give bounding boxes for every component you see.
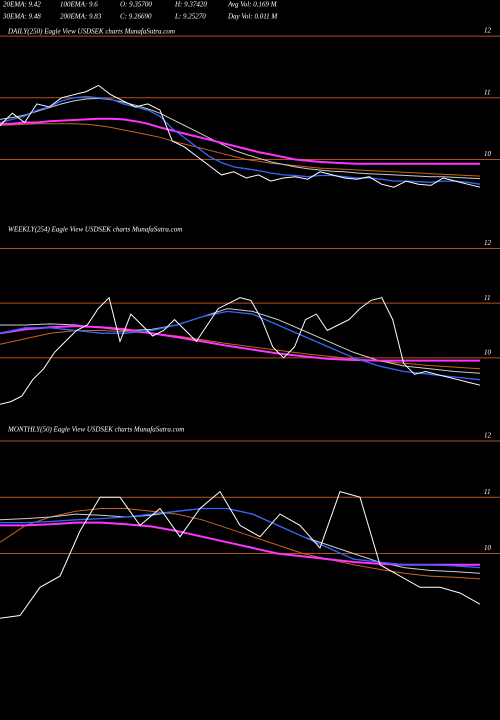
y-tick-label: 10 (484, 348, 492, 356)
header-stat: C: 9.26690 (120, 13, 152, 21)
series-line (0, 97, 481, 180)
series-line (0, 95, 481, 185)
series-line (0, 490, 481, 619)
series-line (0, 84, 481, 188)
y-tick-label: 10 (484, 150, 492, 158)
series-line (0, 507, 481, 569)
series-line (0, 521, 480, 566)
series-line (0, 310, 481, 381)
series-line (0, 325, 480, 362)
y-tick-label: 12 (484, 432, 492, 440)
series-line (0, 296, 481, 405)
y-tick-label: 10 (484, 544, 492, 552)
header-stat: 20EMA: 9.42 (3, 1, 41, 9)
y-tick-label: 12 (484, 239, 492, 247)
header-stat: 30EMA: 9.48 (2, 13, 41, 21)
y-tick-label: 12 (484, 27, 492, 35)
series-line (0, 117, 480, 165)
panel-title: WEEKLY(254) Eagle View USDSEK charts Mun… (8, 226, 182, 234)
y-tick-label: 11 (484, 88, 490, 96)
header-stat: Avg Vol: 0.169 M (227, 1, 278, 9)
panel-title: MONTHLY(50) Eagle View USDSEK charts Mun… (7, 426, 184, 434)
y-tick-label: 11 (484, 488, 490, 496)
series-line (0, 330, 481, 370)
series-line (0, 508, 481, 580)
header-stat: L: 9.25270 (174, 13, 206, 21)
header-stat: O: 9.35700 (120, 1, 152, 9)
panel-title: DAILY(250) Eagle View USDSEK charts Muna… (7, 28, 175, 36)
header-stat: 100EMA: 9.6 (60, 1, 98, 9)
header-stat: Day Vol: 0.011 M (227, 13, 278, 21)
y-tick-label: 11 (484, 294, 490, 302)
series-line (0, 508, 481, 574)
header-stat: 200EMA: 9.83 (60, 13, 102, 21)
series-line (0, 123, 481, 177)
header-stat: H: 9.37420 (174, 1, 207, 9)
